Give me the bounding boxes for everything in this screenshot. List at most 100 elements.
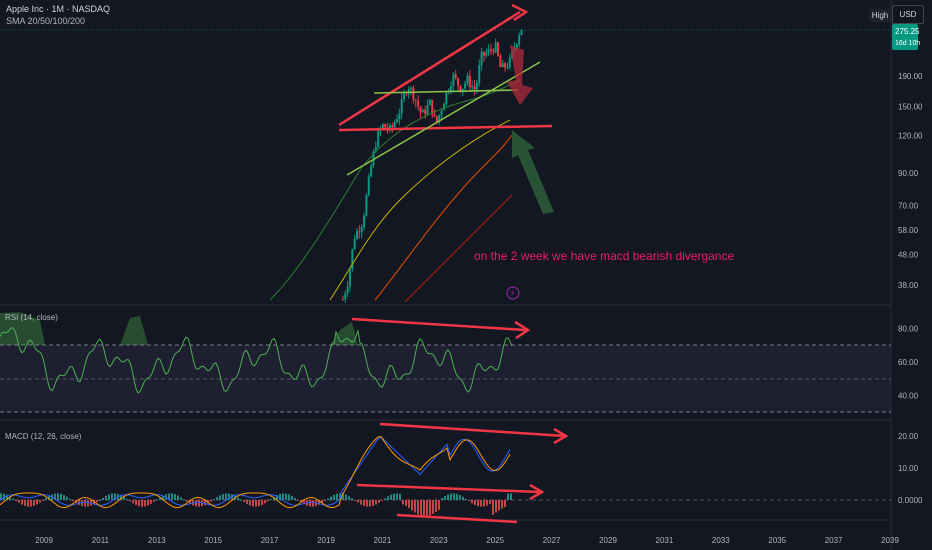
- histogram-bar: [279, 493, 281, 500]
- candle-body: [499, 55, 502, 68]
- candle-body: [485, 52, 488, 56]
- candles-group: [341, 29, 523, 303]
- candle-body: [346, 286, 349, 294]
- histogram-bar: [357, 500, 359, 503]
- flash-icon[interactable]: [506, 286, 520, 300]
- histogram-bar: [264, 500, 266, 504]
- histogram-bar: [147, 500, 149, 506]
- histogram-bar: [294, 497, 296, 500]
- histogram-bar: [438, 500, 440, 510]
- histogram-bar: [168, 493, 170, 500]
- y-tick-label: 150.00: [898, 103, 923, 112]
- histogram-bar: [384, 498, 386, 500]
- candle-body: [351, 249, 354, 269]
- high-button[interactable]: High: [870, 9, 890, 22]
- histogram-bar: [453, 493, 455, 500]
- histogram-bar: [246, 500, 248, 504]
- histogram-bar: [111, 493, 113, 500]
- macd-arrowhead: [553, 427, 569, 445]
- candle-body: [520, 29, 523, 35]
- histogram-bar: [348, 496, 350, 500]
- sma100-line: [374, 134, 513, 301]
- histogram-bar: [249, 500, 251, 506]
- rsi-arrowhead: [514, 320, 531, 340]
- sma200-line: [404, 194, 513, 303]
- candle-body: [480, 51, 483, 66]
- bullish-arrow[interactable]: [512, 130, 554, 214]
- upper-trendline[interactable]: [338, 10, 521, 127]
- green-horizontal-line[interactable]: [373, 89, 519, 94]
- histogram-bar: [285, 493, 287, 500]
- x-tick-label: 2021: [374, 536, 392, 545]
- histogram-bar: [408, 500, 410, 509]
- sma20-line: [269, 79, 521, 301]
- rsi-tick-label: 40.00: [898, 391, 919, 400]
- candle-body: [388, 125, 391, 130]
- histogram-bar: [393, 493, 395, 500]
- y-tick-label: 58.00: [898, 226, 919, 235]
- histogram-bar: [402, 500, 404, 505]
- symbol-title[interactable]: Apple Inc · 1M · NASDAQ: [6, 4, 111, 14]
- bearish-arrow[interactable]: [507, 45, 533, 105]
- histogram-bar: [72, 500, 74, 501]
- x-tick-label: 2017: [261, 536, 279, 545]
- green-trendline[interactable]: [346, 61, 541, 176]
- candle-body: [421, 110, 424, 113]
- histogram-bar: [450, 493, 452, 500]
- candle-body: [433, 114, 436, 117]
- histogram-bar: [15, 500, 17, 501]
- macd-divergence-line[interactable]: [379, 422, 566, 438]
- rsi-divergence-line[interactable]: [351, 317, 526, 332]
- histogram-bar: [240, 499, 242, 501]
- candle-body: [506, 67, 509, 69]
- histogram-bar: [57, 493, 59, 500]
- x-tick-label: 2033: [712, 536, 730, 545]
- horizontal-support-line[interactable]: [338, 124, 553, 132]
- candle-body: [417, 100, 420, 107]
- candle-body: [428, 99, 431, 106]
- candle-body: [431, 99, 434, 115]
- histogram-bar: [126, 499, 128, 501]
- x-tick-label: 2009: [35, 536, 53, 545]
- histogram-bar: [444, 495, 446, 500]
- histogram-low-line[interactable]: [396, 513, 518, 524]
- x-tick-label: 2013: [148, 536, 166, 545]
- y-tick-label: 90.00: [898, 169, 919, 178]
- histogram-bar: [411, 500, 413, 511]
- histogram-bar: [405, 500, 407, 507]
- histogram-bar: [414, 500, 416, 513]
- histogram-bar: [351, 498, 353, 500]
- candle-body: [410, 87, 413, 90]
- histogram-bar: [486, 500, 488, 506]
- histogram-bar: [354, 500, 356, 501]
- histogram-bar: [132, 500, 134, 504]
- histogram-bar: [399, 493, 401, 500]
- x-tick-label: 2019: [317, 536, 335, 545]
- histogram-bar: [429, 500, 431, 516]
- histogram-bar: [138, 500, 140, 507]
- histogram-divergence-line[interactable]: [356, 483, 541, 494]
- signal-line: [0, 436, 511, 509]
- histogram-bar: [33, 500, 35, 506]
- histogram-bar: [222, 493, 224, 500]
- histogram-bar: [42, 500, 44, 501]
- histogram-bar: [6, 494, 8, 500]
- histogram-bar: [303, 500, 305, 505]
- candle-body: [440, 110, 443, 115]
- candle-body: [403, 93, 406, 99]
- histogram-bar: [372, 500, 374, 506]
- indicator-legend[interactable]: SMA 20/50/100/200: [6, 16, 86, 26]
- histogram-bar: [174, 494, 176, 500]
- x-tick-label: 2035: [768, 536, 786, 545]
- x-tick-label: 2039: [881, 536, 899, 545]
- currency-button[interactable]: USD: [892, 5, 924, 24]
- histogram-bar: [27, 500, 29, 507]
- histogram-bar: [276, 495, 278, 500]
- annotation-text[interactable]: on the 2 week we have macd bearish diver…: [474, 249, 734, 263]
- histogram-bar: [225, 493, 227, 500]
- candle-body: [489, 49, 492, 51]
- histogram-bar: [465, 498, 467, 500]
- macd-histogram: [0, 493, 512, 517]
- trendline-arrowhead: [511, 3, 529, 22]
